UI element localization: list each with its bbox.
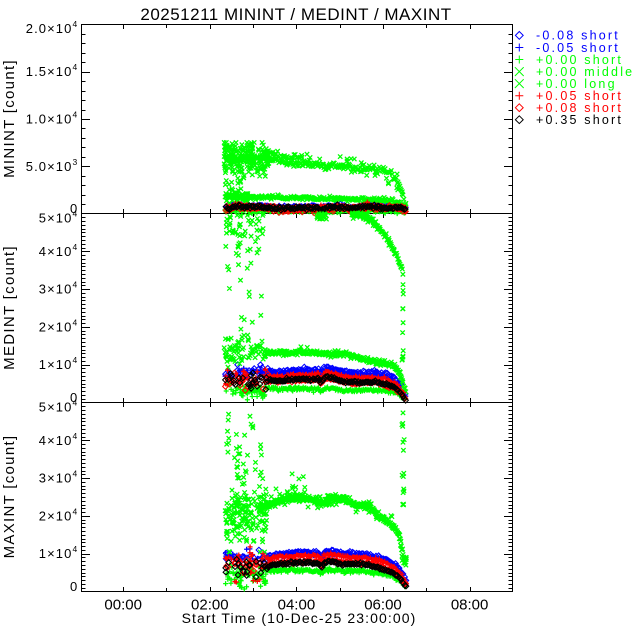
svg-text:MEDINT [count]: MEDINT [count] [1, 245, 18, 370]
svg-text:5×104: 5×104 [39, 209, 79, 226]
svg-text:5×104: 5×104 [39, 398, 79, 415]
svg-text:02:00: 02:00 [191, 597, 229, 614]
svg-text:5.0×103: 5.0×103 [26, 157, 79, 174]
svg-text:1.5×104: 1.5×104 [26, 62, 79, 79]
svg-text:4×104: 4×104 [39, 242, 79, 259]
svg-text:+0.35 short: +0.35 short [536, 113, 623, 127]
svg-text:MAXINT [count]: MAXINT [count] [1, 435, 18, 559]
svg-text:2×104: 2×104 [39, 506, 79, 523]
svg-text:06:00: 06:00 [364, 597, 402, 614]
svg-text:+0.00 long: +0.00 long [536, 77, 617, 91]
svg-text:00:00: 00:00 [104, 597, 142, 614]
svg-text:Start Time (10-Dec-25 23:00:00: Start Time (10-Dec-25 23:00:00) [182, 610, 417, 626]
svg-text:3×104: 3×104 [39, 280, 79, 297]
svg-text:+0.08 short: +0.08 short [536, 101, 623, 115]
svg-text:-0.08 short: -0.08 short [536, 29, 620, 43]
svg-text:20251211 MININT / MEDINT / MAX: 20251211 MININT / MEDINT / MAXINT [140, 5, 451, 24]
svg-text:0: 0 [70, 390, 78, 405]
svg-text:+0.00 middle: +0.00 middle [536, 65, 634, 79]
svg-text:+0.00 short: +0.00 short [536, 53, 623, 67]
svg-text:+0.05 short: +0.05 short [536, 89, 623, 103]
svg-text:3×104: 3×104 [39, 469, 79, 486]
svg-text:1×104: 1×104 [39, 355, 79, 372]
svg-text:04:00: 04:00 [278, 597, 316, 614]
svg-text:MININT [count]: MININT [count] [1, 59, 18, 178]
svg-text:2×104: 2×104 [39, 317, 79, 334]
svg-text:2.0×104: 2.0×104 [26, 19, 79, 36]
svg-text:08:00: 08:00 [451, 597, 489, 614]
svg-text:0: 0 [70, 579, 78, 594]
svg-text:4×104: 4×104 [39, 431, 79, 448]
svg-text:1.0×104: 1.0×104 [26, 110, 79, 127]
svg-text:-0.05 short: -0.05 short [536, 41, 620, 55]
svg-text:1×104: 1×104 [39, 544, 79, 561]
svg-text:0: 0 [70, 201, 78, 216]
